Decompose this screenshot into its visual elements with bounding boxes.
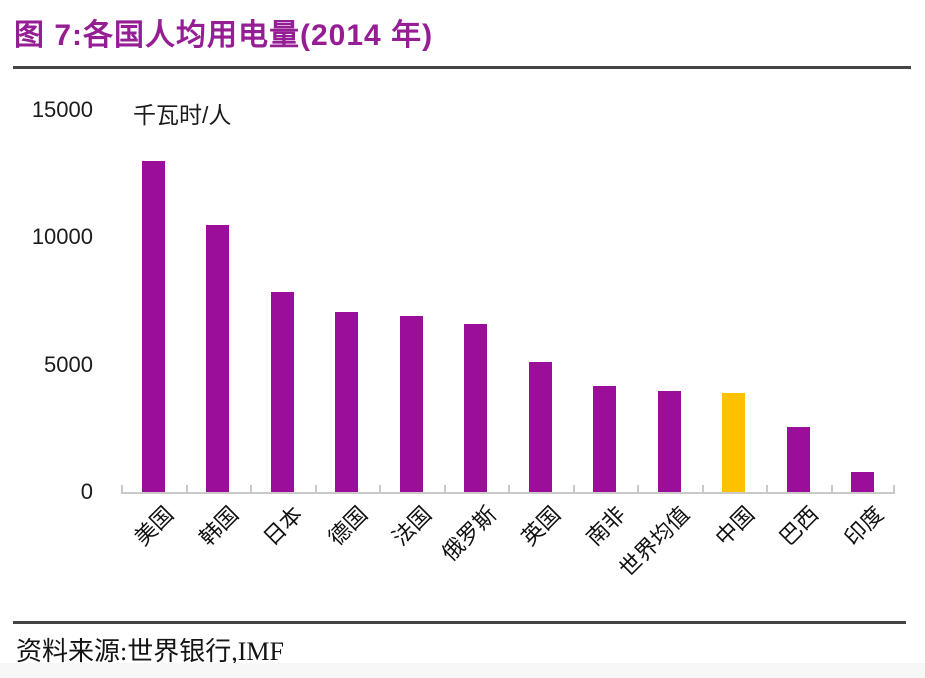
x-axis-tick	[637, 485, 639, 492]
x-axis-label-日本: 日本	[258, 501, 308, 551]
y-axis-tick-label: 5000	[44, 351, 93, 377]
bar-法国	[399, 316, 423, 492]
x-axis-tick	[572, 485, 575, 492]
title-divider	[13, 66, 911, 69]
bar-南非	[593, 386, 617, 492]
x-axis-label-韩国: 韩国	[194, 501, 244, 551]
chart-title: 图 7:各国人均用电量(2014 年)	[14, 19, 434, 52]
bar-世界均值	[657, 391, 681, 492]
y-axis-tick-label: 0	[80, 479, 93, 504]
x-axis-tick	[443, 485, 446, 492]
x-axis-tick	[508, 485, 510, 492]
x-axis-label-法国: 法国	[387, 501, 437, 551]
source-note: 资料来源:世界银行,IMF	[16, 637, 284, 666]
x-axis-label-英国: 英国	[516, 501, 566, 551]
bar-韩国	[206, 225, 230, 492]
x-axis-tick	[766, 485, 768, 492]
bar-俄罗斯	[464, 324, 488, 492]
x-axis-tick	[893, 485, 895, 492]
footer-divider	[13, 621, 906, 624]
x-axis-tick	[379, 485, 381, 492]
bar-德国	[335, 312, 359, 492]
x-axis-label-中国: 中国	[710, 501, 760, 551]
y-axis-unit-label: 千瓦时/人	[133, 102, 232, 128]
x-axis-label-印度: 印度	[839, 501, 889, 551]
x-axis-line	[121, 492, 895, 494]
bar-中国	[722, 393, 746, 492]
x-axis-label-俄罗斯: 俄罗斯	[436, 501, 502, 566]
bar-日本	[270, 292, 294, 492]
x-axis-label-世界均值: 世界均值	[614, 501, 695, 582]
x-axis-tick	[701, 485, 704, 492]
x-axis-tick	[121, 485, 123, 492]
x-axis-label-南非: 南非	[581, 501, 631, 551]
x-axis-tick	[185, 485, 188, 492]
plot-area	[121, 110, 895, 494]
x-axis-tick	[314, 485, 317, 492]
y-axis-tick-label: 10000	[31, 224, 93, 250]
bar-印度	[851, 472, 875, 492]
x-axis-tick	[250, 485, 252, 492]
bar-巴西	[786, 427, 810, 492]
bar-美国	[141, 161, 165, 492]
x-axis-label-巴西: 巴西	[774, 501, 824, 551]
page-bottom-edge	[0, 663, 925, 678]
x-axis-tick	[830, 485, 833, 492]
x-axis-label-美国: 美国	[129, 501, 179, 551]
y-axis-tick-label: 15000	[31, 97, 93, 122]
bar-英国	[528, 362, 552, 492]
x-axis-label-德国: 德国	[323, 501, 373, 551]
